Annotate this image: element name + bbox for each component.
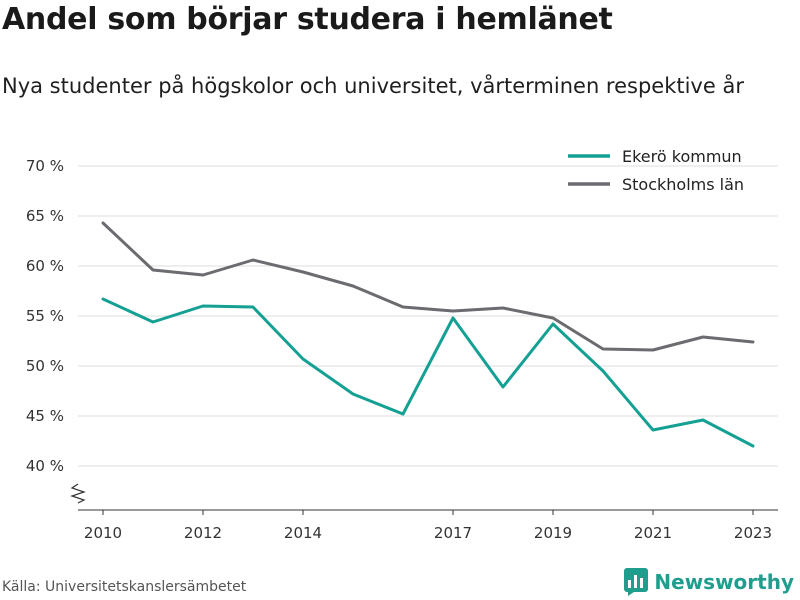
y-tick-label: 40 % <box>26 457 64 475</box>
y-tick-label: 55 % <box>26 307 64 325</box>
x-tick-label: 2017 <box>434 524 472 542</box>
x-tick-label: 2021 <box>634 524 672 542</box>
source-note: Källa: Universitetskanslersämbetet <box>2 579 247 595</box>
legend-label: Stockholms län <box>622 175 744 194</box>
chart-title: Andel som börjar studera i hemlänet <box>2 2 613 37</box>
series-line-stockholm <box>101 221 755 352</box>
x-tick-label: 2014 <box>284 524 322 542</box>
x-axis-ticks: 2010 2012 2014 2017 2019 2021 2023 <box>84 510 772 542</box>
y-tick-label: 50 % <box>26 357 64 375</box>
chart-subtitle: Nya studenter på högskolor och universit… <box>2 74 744 98</box>
newsworthy-logo-icon <box>624 568 649 596</box>
line-chart: 40 %45 %50 %55 %60 %65 %70 % 2010 2012 201… <box>26 147 778 542</box>
brand-name: Newsworthy <box>654 570 794 594</box>
legend: Ekerö kommun Stockholms län <box>568 147 744 194</box>
gridlines <box>78 165 778 467</box>
y-tick-label: 70 % <box>26 157 64 175</box>
x-tick-label: 2012 <box>184 524 222 542</box>
x-tick-label: 2023 <box>734 524 772 542</box>
series-line-ekero <box>101 297 755 448</box>
y-tick-label: 65 % <box>26 207 64 225</box>
x-axis <box>70 483 778 511</box>
y-axis-ticks: 40 % 45 % 50 % 55 % 60 % 65 % 70 % <box>26 157 64 475</box>
legend-label: Ekerö kommun <box>622 147 742 166</box>
y-tick-label: 60 % <box>26 257 64 275</box>
series-lines <box>101 221 755 448</box>
y-tick-label: 45 % <box>26 407 64 425</box>
axis-break-icon <box>70 483 86 504</box>
x-tick-label: 2019 <box>534 524 572 542</box>
x-tick-label: 2010 <box>84 524 122 542</box>
brand: Newsworthy <box>624 568 794 596</box>
